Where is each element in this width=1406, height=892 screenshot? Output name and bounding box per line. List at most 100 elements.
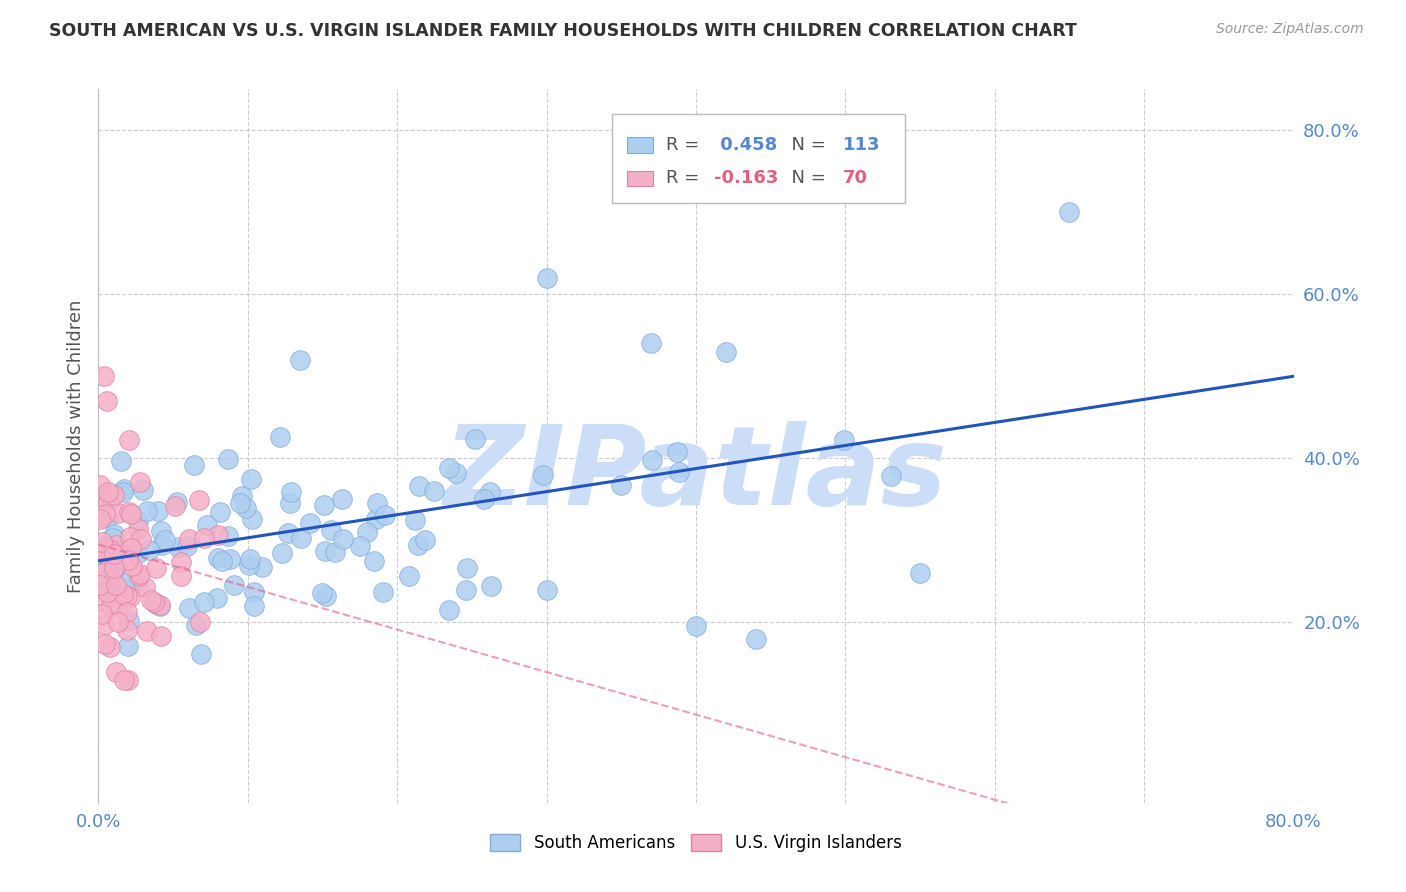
Point xyxy=(314,544,336,558)
Point xyxy=(112,673,135,688)
Point xyxy=(89,478,111,492)
Point xyxy=(666,444,689,458)
Point xyxy=(97,485,120,500)
Point xyxy=(98,640,122,654)
Point xyxy=(404,513,426,527)
Point xyxy=(110,599,132,614)
Point xyxy=(153,533,176,547)
Point xyxy=(235,501,257,516)
Point xyxy=(138,543,160,558)
Point xyxy=(373,508,395,522)
Point xyxy=(207,550,229,565)
Point xyxy=(444,466,467,480)
Point xyxy=(479,485,502,500)
Point xyxy=(280,484,302,499)
Point xyxy=(125,574,148,589)
Point xyxy=(127,514,149,528)
Point xyxy=(332,492,354,507)
Point xyxy=(363,554,385,568)
Point xyxy=(100,491,122,505)
Point xyxy=(323,545,346,559)
Point xyxy=(745,632,768,646)
Point xyxy=(271,546,294,560)
Point xyxy=(536,270,558,285)
Point xyxy=(135,504,157,518)
Point xyxy=(103,527,125,541)
Point xyxy=(115,606,138,620)
Point xyxy=(170,555,193,569)
Point xyxy=(238,558,260,573)
Point xyxy=(100,544,122,558)
Point xyxy=(112,587,135,601)
FancyBboxPatch shape xyxy=(627,170,652,186)
Point xyxy=(211,554,233,568)
Point xyxy=(239,551,262,566)
Point xyxy=(184,618,207,632)
Point xyxy=(228,495,250,509)
Point xyxy=(91,594,114,608)
Point xyxy=(93,618,115,632)
Point xyxy=(277,526,299,541)
Point xyxy=(406,538,429,552)
Point xyxy=(413,533,436,547)
Point xyxy=(105,665,128,679)
Point xyxy=(96,393,118,408)
Text: R =: R = xyxy=(666,169,704,187)
Point xyxy=(91,534,114,549)
Point xyxy=(120,590,142,604)
Point xyxy=(94,637,117,651)
Point xyxy=(685,619,707,633)
Point xyxy=(240,472,263,486)
Point xyxy=(332,533,354,547)
Point xyxy=(145,561,167,575)
Point xyxy=(117,639,139,653)
Point xyxy=(269,429,291,443)
Point xyxy=(454,582,477,597)
Point xyxy=(321,523,343,537)
Point xyxy=(103,563,125,577)
Point xyxy=(290,532,312,546)
Point xyxy=(103,561,125,575)
Legend: South Americans, U.S. Virgin Islanders: South Americans, U.S. Virgin Islanders xyxy=(484,827,908,859)
Point xyxy=(132,483,155,498)
Point xyxy=(94,563,117,577)
Point xyxy=(170,569,193,583)
Point xyxy=(100,599,122,613)
Point xyxy=(97,510,120,524)
Text: Source: ZipAtlas.com: Source: ZipAtlas.com xyxy=(1216,22,1364,37)
Point xyxy=(150,629,173,643)
Point xyxy=(97,494,120,508)
Point xyxy=(231,489,253,503)
Point xyxy=(139,592,162,607)
Point xyxy=(880,469,903,483)
Point xyxy=(207,528,229,542)
Point xyxy=(1059,205,1081,219)
Point xyxy=(166,541,188,555)
Point xyxy=(150,524,173,539)
Point xyxy=(97,488,120,502)
Point xyxy=(118,433,141,447)
Point xyxy=(288,353,311,368)
Point xyxy=(94,539,117,553)
Point xyxy=(117,553,139,567)
Point xyxy=(101,587,124,601)
Point xyxy=(278,496,301,510)
Point xyxy=(93,369,115,384)
Point xyxy=(118,505,141,519)
Text: 0.458: 0.458 xyxy=(714,136,778,153)
Point xyxy=(190,648,212,662)
Point xyxy=(364,512,387,526)
Point xyxy=(177,601,200,615)
Text: N =: N = xyxy=(780,169,831,187)
Point xyxy=(91,543,114,558)
Point xyxy=(349,539,371,553)
Point xyxy=(121,558,143,573)
FancyBboxPatch shape xyxy=(627,137,652,153)
Point xyxy=(118,530,141,544)
Point xyxy=(127,522,149,536)
Point xyxy=(103,531,125,545)
Point xyxy=(94,566,117,581)
Point xyxy=(243,599,266,613)
Point xyxy=(107,506,129,520)
Point xyxy=(145,597,167,611)
